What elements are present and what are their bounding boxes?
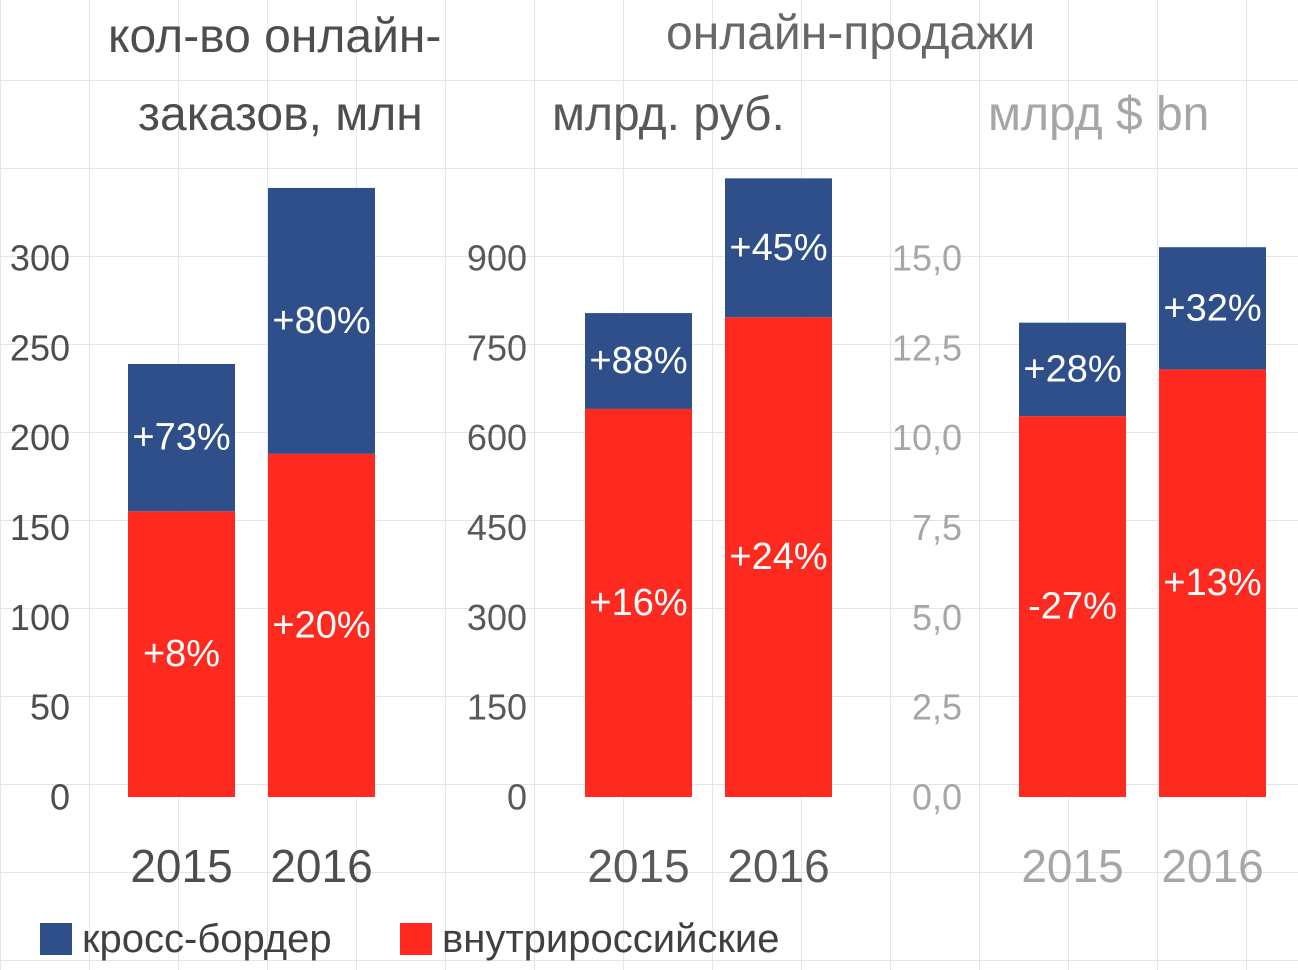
orders-title-line2: заказов, млн (138, 88, 423, 141)
bar-data-label: +73% (132, 417, 230, 459)
y-tick-label: 2,5 (912, 687, 962, 728)
y-tick-label: 7,5 (912, 507, 962, 548)
bar-domestic (128, 511, 235, 797)
legend-label-cross-border: кросс-бордер (82, 916, 332, 961)
orders-title-line1: кол-во онлайн- (108, 10, 442, 63)
legend-swatch-cross-border (40, 923, 72, 955)
y-tick-label: 300 (467, 597, 527, 638)
y-tick-label: 10,0 (892, 417, 962, 458)
bar-cross-border (1019, 322, 1126, 417)
bar-data-label: +28% (1023, 348, 1121, 390)
y-tick-label: 250 (10, 327, 70, 368)
y-tick-label: 200 (10, 417, 70, 458)
y-tick-label: 300 (10, 238, 70, 279)
y-tick-label: 0 (50, 777, 70, 818)
bar-data-label: +20% (272, 604, 370, 646)
y-tick-label: 0,0 (912, 777, 962, 818)
y-tick-label: 600 (467, 417, 527, 458)
bar-domestic (1019, 416, 1126, 797)
bar-domestic (1159, 369, 1266, 797)
bar-data-label: +16% (589, 582, 687, 624)
x-category-label: 2015 (130, 840, 232, 892)
legend-label-domestic: внутрироссийские (442, 916, 780, 961)
bar-data-label: -27% (1028, 586, 1117, 628)
bar-data-label: +8% (143, 633, 220, 675)
bar-domestic (725, 317, 832, 797)
bar-cross-border (1159, 247, 1266, 370)
x-category-label: 2016 (270, 840, 372, 892)
x-category-label: 2016 (727, 840, 829, 892)
y-tick-label: 0 (507, 777, 527, 818)
y-tick-label: 150 (467, 687, 527, 728)
sales-usd-subtitle: млрд $ bn (988, 88, 1210, 141)
y-tick-label: 150 (10, 507, 70, 548)
y-tick-label: 5,0 (912, 597, 962, 638)
bar-data-label: +45% (729, 227, 827, 269)
x-category-label: 2015 (1021, 840, 1123, 892)
bar-data-label: +80% (272, 300, 370, 342)
x-category-label: 2015 (587, 840, 689, 892)
bar-cross-border (585, 313, 692, 409)
bar-cross-border (268, 187, 375, 454)
x-category-label: 2016 (1161, 840, 1263, 892)
y-tick-label: 750 (467, 327, 527, 368)
legend-item-domestic: внутрироссийские (400, 912, 780, 966)
bar-cross-border (128, 364, 235, 512)
bar-data-label: +32% (1163, 287, 1261, 329)
sales-rub-subtitle: млрд. руб. (552, 88, 785, 141)
bar-cross-border (725, 178, 832, 318)
bar-domestic (268, 453, 375, 797)
y-tick-label: 900 (467, 238, 527, 279)
y-tick-label: 450 (467, 507, 527, 548)
sales-title: онлайн-продажи (666, 7, 1036, 60)
y-tick-label: 50 (30, 687, 70, 728)
y-tick-label: 12,5 (892, 327, 962, 368)
bar-data-label: +24% (729, 536, 827, 578)
y-tick-label: 15,0 (892, 238, 962, 279)
legend-swatch-domestic (400, 923, 432, 955)
legend-item-cross-border: кросс-бордер (40, 912, 332, 966)
y-tick-label: 100 (10, 597, 70, 638)
bar-data-label: +88% (589, 340, 687, 382)
bar-domestic (585, 408, 692, 797)
bar-data-label: +13% (1163, 562, 1261, 604)
